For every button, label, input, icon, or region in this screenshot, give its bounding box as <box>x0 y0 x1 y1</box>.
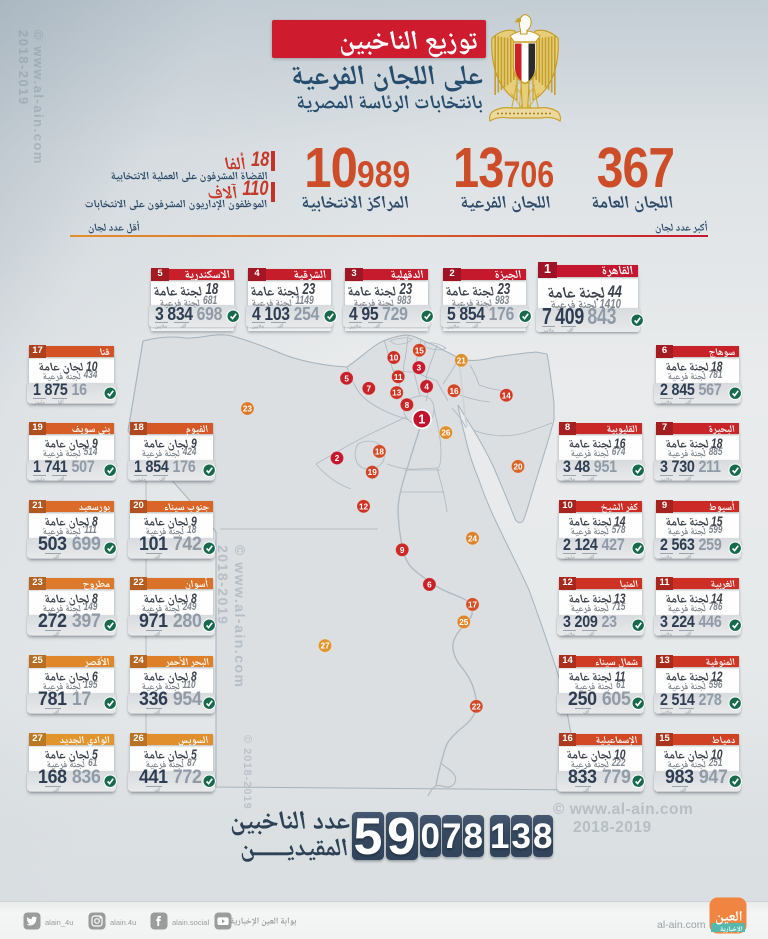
svg-text:23: 23 <box>243 405 253 414</box>
svg-text:12: 12 <box>359 502 369 511</box>
svg-text:20: 20 <box>513 463 523 472</box>
svg-text:18: 18 <box>375 448 385 457</box>
svg-text:19: 19 <box>368 468 378 477</box>
svg-text:11: 11 <box>394 373 403 382</box>
svg-text:9: 9 <box>400 546 405 555</box>
svg-text:27: 27 <box>320 642 330 651</box>
svg-text:21: 21 <box>457 356 467 365</box>
svg-text:22: 22 <box>472 702 482 711</box>
svg-text:4: 4 <box>424 383 429 392</box>
svg-text:6: 6 <box>427 581 432 590</box>
svg-text:10: 10 <box>389 354 399 363</box>
svg-text:1: 1 <box>418 413 425 427</box>
svg-text:14: 14 <box>502 391 512 400</box>
svg-text:17: 17 <box>468 601 478 610</box>
svg-text:24: 24 <box>468 534 478 543</box>
svg-text:5: 5 <box>344 374 349 383</box>
svg-text:7: 7 <box>367 384 372 393</box>
svg-text:15: 15 <box>415 346 425 355</box>
svg-text:2: 2 <box>335 454 340 463</box>
svg-text:16: 16 <box>449 387 459 396</box>
svg-text:25: 25 <box>459 618 469 627</box>
svg-text:13: 13 <box>392 389 402 398</box>
svg-text:8: 8 <box>405 401 410 410</box>
svg-text:26: 26 <box>441 429 451 438</box>
svg-text:3: 3 <box>417 364 422 373</box>
